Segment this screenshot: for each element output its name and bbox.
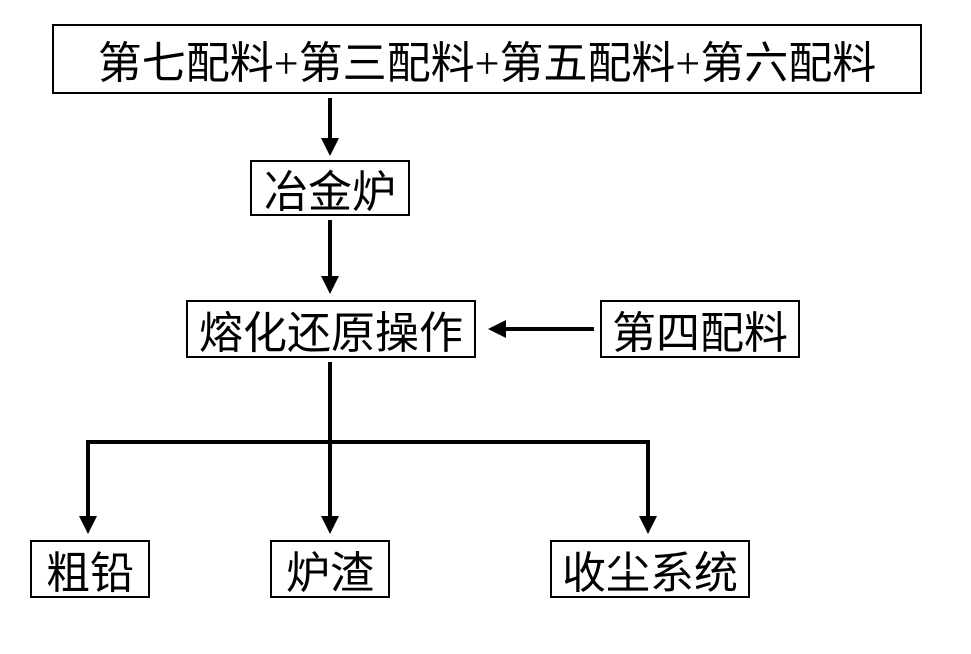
node-label: 粗铅 [46,537,134,601]
edge-drop [646,440,650,518]
node-label: 收尘系统 [562,537,738,601]
edge-drop [86,440,90,518]
arrow-down-icon [321,276,339,294]
node-operation: 熔化还原操作 [186,300,476,358]
edge-line [328,220,332,278]
node-label: 冶金炉 [264,156,396,220]
node-crude-lead: 粗铅 [30,540,150,598]
edge-line [504,327,594,331]
node-label: 第七配料+第三配料+第五配料+第六配料 [98,27,876,91]
node-fourth-ingredient: 第四配料 [600,300,800,358]
arrow-down-icon [321,516,339,534]
arrow-down-icon [79,516,97,534]
edge-hbar [86,440,650,444]
node-label: 熔化还原操作 [199,297,463,361]
node-label: 炉渣 [286,537,374,601]
arrow-left-icon [488,320,506,338]
edge-drop [328,440,332,518]
node-label: 第四配料 [612,297,788,361]
arrow-down-icon [321,138,339,156]
node-slag: 炉渣 [270,540,390,598]
arrow-down-icon [639,516,657,534]
node-top-ingredients: 第七配料+第三配料+第五配料+第六配料 [52,24,922,94]
edge-stem [328,362,332,440]
edge-line [328,98,332,140]
node-furnace: 冶金炉 [250,160,410,216]
node-dust-system: 收尘系统 [550,540,750,598]
